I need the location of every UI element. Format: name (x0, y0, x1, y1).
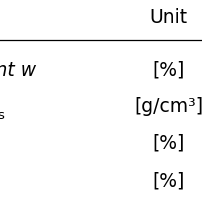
Text: [%]: [%] (152, 133, 184, 152)
Text: [%]: [%] (152, 60, 184, 79)
Text: s: s (0, 109, 4, 122)
Text: [%]: [%] (152, 170, 184, 189)
Text: ent w: ent w (0, 60, 36, 79)
Text: Unit: Unit (149, 8, 187, 27)
Text: [g/cm³]: [g/cm³] (133, 97, 202, 116)
